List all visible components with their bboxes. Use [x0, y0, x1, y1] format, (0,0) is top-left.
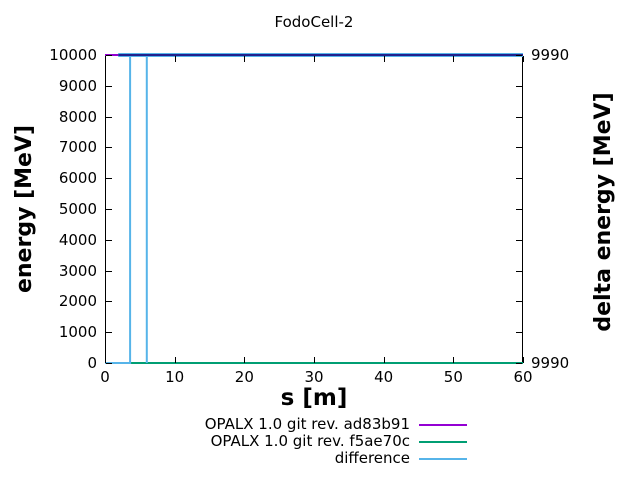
y-tick-mark-right [516, 178, 522, 180]
legend-line-sample [419, 458, 467, 460]
x-tick-label: 0 [100, 368, 110, 386]
y-tick-mark-right [516, 301, 522, 303]
y-tick-mark-left [106, 332, 112, 334]
y-tick-label: 6000 [58, 169, 97, 188]
y-tick-mark-left [106, 270, 112, 272]
y-tick-mark-left [106, 209, 112, 210]
legend-label: OPALX 1.0 git rev. ad83b91 [204, 415, 410, 433]
y-tick-mark-left [106, 301, 112, 303]
y-tick-mark-right [516, 270, 522, 272]
y-tick-mark-right [516, 85, 522, 87]
x-tick-label: 60 [513, 368, 533, 386]
y-tick-label: 2000 [58, 292, 97, 311]
y-tick-label: 7000 [58, 138, 97, 157]
legend-line-sample [419, 424, 467, 426]
y-tick-mark-left [106, 178, 112, 180]
chart-title: FodoCell-2 [274, 13, 354, 31]
x-tick-label: 30 [304, 368, 324, 386]
legend-label: difference [334, 449, 410, 467]
x-tick-label: 10 [165, 368, 185, 386]
x-tick-mark-top [453, 56, 455, 62]
x-tick-label: 40 [374, 368, 394, 386]
y-tick-mark-right [516, 55, 522, 56]
y-tick-label: 1000 [58, 323, 97, 342]
x-tick-mark-bottom [453, 357, 455, 363]
y-axis-label: energy [MeV] [11, 124, 37, 294]
y-tick-mark-right [516, 209, 522, 210]
x-tick-mark-bottom [383, 357, 385, 363]
y-tick-label: 10000 [49, 46, 97, 64]
x-tick-mark-bottom [523, 357, 524, 363]
x-tick-mark-top [523, 56, 524, 62]
y-tick-mark-left [106, 85, 112, 87]
legend-line-sample [419, 441, 467, 443]
y-tick-mark-right [516, 363, 522, 364]
legend-label: OPALX 1.0 git rev. f5ae70c [210, 432, 410, 450]
x-tick-mark-top [314, 56, 315, 62]
y-tick-mark-right [516, 332, 522, 334]
x-axis-label: s [m] [280, 385, 348, 411]
y2-tick-label: 9990 [531, 354, 570, 372]
y-tick-mark-left [106, 116, 112, 118]
x-tick-mark-top [383, 56, 385, 62]
x-tick-mark-bottom [244, 357, 246, 363]
x-tick-mark-top [105, 56, 106, 62]
y-tick-label: 3000 [58, 261, 97, 280]
y-tick-mark-left [106, 55, 112, 56]
y-tick-label: 9000 [58, 76, 97, 95]
x-tick-mark-top [244, 56, 246, 62]
y-tick-label: 0 [87, 354, 97, 372]
y-tick-label: 5000 [58, 200, 97, 218]
y-tick-mark-right [516, 147, 522, 149]
x-tick-label: 50 [443, 368, 463, 386]
y-tick-label: 8000 [58, 107, 97, 126]
y-tick-mark-right [516, 116, 522, 118]
x-tick-mark-top [174, 56, 176, 62]
x-tick-mark-bottom [174, 357, 176, 363]
y-tick-mark-left [106, 363, 112, 364]
x-tick-mark-bottom [314, 357, 315, 363]
y-tick-label: 4000 [58, 230, 97, 249]
y-tick-mark-left [106, 147, 112, 149]
y-tick-mark-left [106, 239, 112, 241]
y2-tick-label: 9990 [531, 46, 570, 64]
x-tick-label: 20 [234, 368, 254, 386]
y-tick-mark-right [516, 239, 522, 241]
x-tick-mark-bottom [105, 357, 106, 363]
y2-axis-label: delta energy [MeV] [590, 92, 616, 332]
